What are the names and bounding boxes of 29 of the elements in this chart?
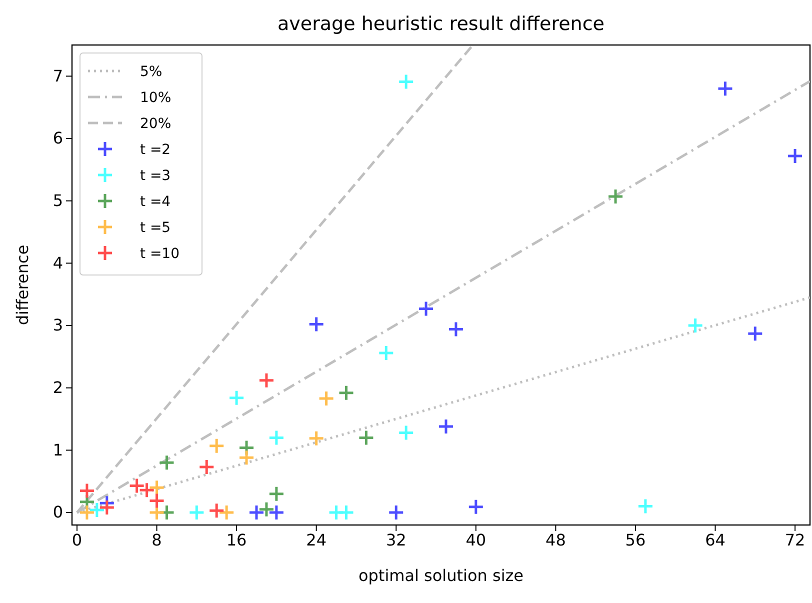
legend-label: t =3 bbox=[140, 168, 171, 184]
y-tick-label: 3 bbox=[52, 316, 63, 335]
x-tick-label: 56 bbox=[625, 530, 646, 550]
y-tick-label: 0 bbox=[52, 502, 63, 522]
legend-label: 5% bbox=[140, 64, 162, 80]
chart-title: average heuristic result difference bbox=[278, 13, 604, 35]
legend-label: 20% bbox=[140, 116, 172, 132]
legend-label: t =4 bbox=[140, 194, 171, 210]
legend-label: 10% bbox=[140, 90, 172, 106]
x-tick-label: 0 bbox=[72, 530, 82, 550]
x-tick-label: 8 bbox=[152, 530, 162, 550]
y-tick-label: 5 bbox=[52, 190, 63, 210]
y-tick-label: 1 bbox=[52, 440, 63, 460]
legend-label: t =2 bbox=[140, 142, 171, 158]
x-axis-title: optimal solution size bbox=[358, 566, 524, 585]
x-tick-label: 40 bbox=[466, 530, 486, 550]
y-tick-label: 7 bbox=[52, 66, 63, 86]
legend-label: t =5 bbox=[140, 220, 171, 236]
y-tick-label: 2 bbox=[52, 378, 63, 397]
y-axis-title: difference bbox=[13, 244, 32, 326]
x-tick-label: 16 bbox=[226, 530, 247, 550]
legend-label: t =10 bbox=[140, 246, 180, 262]
x-tick-label: 32 bbox=[386, 530, 406, 550]
x-tick-label: 72 bbox=[784, 530, 806, 550]
x-tick-label: 48 bbox=[546, 530, 566, 550]
x-tick-label: 64 bbox=[705, 530, 726, 550]
x-tick-label: 24 bbox=[306, 530, 327, 550]
y-tick-label: 6 bbox=[52, 128, 63, 148]
y-tick-label: 4 bbox=[52, 253, 63, 272]
